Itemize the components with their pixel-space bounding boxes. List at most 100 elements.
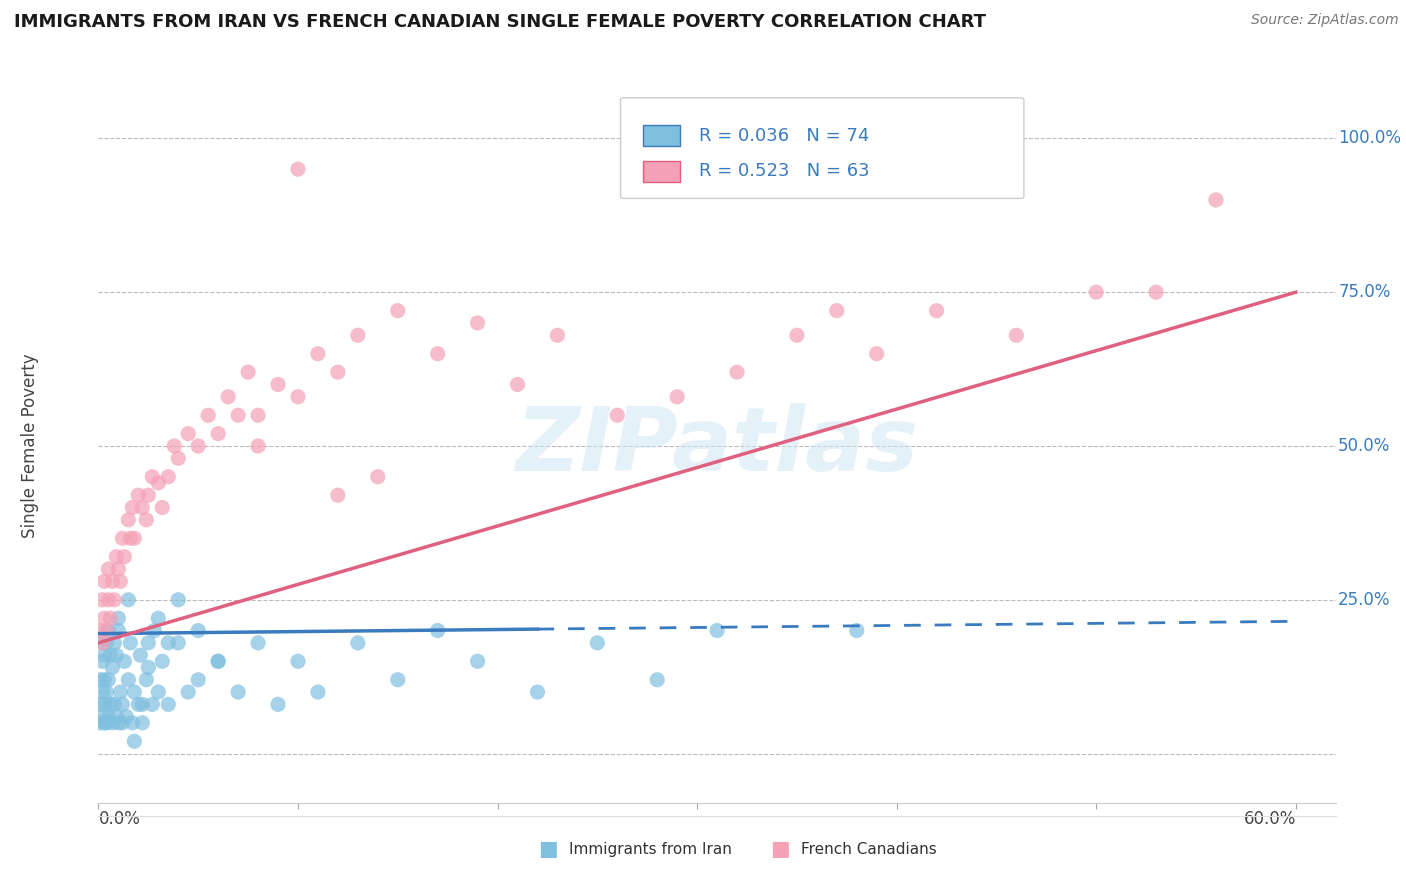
- Point: [120, 531, 142, 545]
- Point: [187, 624, 209, 638]
- Point: [93, 574, 115, 589]
- Point: [150, 500, 173, 515]
- Point: [112, 654, 135, 668]
- Point: [157, 469, 180, 483]
- Point: [177, 685, 200, 699]
- Point: [307, 347, 329, 361]
- Point: [105, 709, 128, 723]
- Point: [287, 654, 309, 668]
- Point: [121, 715, 143, 730]
- Point: [117, 673, 139, 687]
- Point: [666, 390, 689, 404]
- Point: [117, 592, 139, 607]
- Point: [101, 574, 124, 589]
- Text: French Canadians: French Canadians: [801, 842, 938, 856]
- Point: [426, 347, 449, 361]
- Point: [110, 685, 132, 699]
- Point: [101, 660, 124, 674]
- Point: [825, 303, 848, 318]
- Point: [120, 636, 142, 650]
- Point: [93, 715, 115, 730]
- Point: [247, 409, 270, 423]
- Point: [226, 685, 249, 699]
- Point: [100, 611, 122, 625]
- Point: [127, 488, 149, 502]
- Point: [103, 698, 125, 712]
- Point: [103, 636, 125, 650]
- Point: [187, 439, 209, 453]
- Point: [167, 636, 190, 650]
- Point: [111, 715, 134, 730]
- Point: [467, 316, 489, 330]
- Point: [207, 654, 229, 668]
- Point: [1085, 285, 1108, 300]
- Point: [247, 636, 270, 650]
- Point: [645, 673, 668, 687]
- Point: [131, 500, 153, 515]
- Point: [89, 715, 111, 730]
- Point: [93, 611, 115, 625]
- Point: [167, 592, 190, 607]
- Text: 0.0%: 0.0%: [98, 810, 141, 828]
- Point: [467, 654, 489, 668]
- Point: [136, 660, 159, 674]
- Point: [866, 347, 889, 361]
- Point: [97, 592, 120, 607]
- Point: [127, 698, 149, 712]
- Point: [124, 531, 146, 545]
- Text: 50.0%: 50.0%: [1339, 437, 1391, 455]
- Point: [163, 439, 186, 453]
- Point: [157, 636, 180, 650]
- Point: [347, 636, 370, 650]
- Point: [148, 611, 170, 625]
- Point: [1005, 328, 1028, 343]
- Point: [135, 513, 157, 527]
- Point: [287, 390, 309, 404]
- Point: [129, 648, 152, 662]
- Point: [706, 624, 728, 638]
- Point: [124, 685, 146, 699]
- Text: IMMIGRANTS FROM IRAN VS FRENCH CANADIAN SINGLE FEMALE POVERTY CORRELATION CHART: IMMIGRANTS FROM IRAN VS FRENCH CANADIAN …: [14, 13, 986, 31]
- Point: [121, 500, 143, 515]
- Point: [236, 365, 259, 379]
- Point: [96, 715, 118, 730]
- Text: Single Female Poverty: Single Female Poverty: [21, 354, 39, 538]
- Point: [157, 698, 180, 712]
- Point: [105, 648, 128, 662]
- Point: [135, 673, 157, 687]
- Point: [91, 685, 114, 699]
- Point: [91, 592, 114, 607]
- Point: [426, 624, 449, 638]
- Point: [111, 531, 134, 545]
- Point: [115, 709, 138, 723]
- Point: [103, 592, 125, 607]
- Text: Immigrants from Iran: Immigrants from Iran: [569, 842, 733, 856]
- Point: [141, 469, 163, 483]
- Point: [506, 377, 529, 392]
- Point: [96, 685, 118, 699]
- Point: [267, 377, 290, 392]
- Point: [101, 715, 124, 730]
- Point: [96, 636, 118, 650]
- Point: [247, 439, 270, 453]
- Point: [143, 624, 166, 638]
- Point: [131, 715, 153, 730]
- Point: [207, 426, 229, 441]
- Text: 60.0%: 60.0%: [1243, 810, 1296, 828]
- Point: [89, 624, 111, 638]
- Point: [89, 698, 111, 712]
- Point: [105, 549, 128, 564]
- Point: [287, 162, 309, 177]
- Point: [845, 624, 868, 638]
- Point: [91, 636, 114, 650]
- Point: [786, 328, 808, 343]
- Point: [96, 624, 118, 638]
- Point: [93, 673, 115, 687]
- Point: [925, 303, 948, 318]
- Point: [546, 328, 568, 343]
- Point: [1205, 193, 1227, 207]
- Point: [91, 709, 114, 723]
- Point: [148, 475, 170, 490]
- Point: [131, 698, 153, 712]
- Point: [606, 409, 628, 423]
